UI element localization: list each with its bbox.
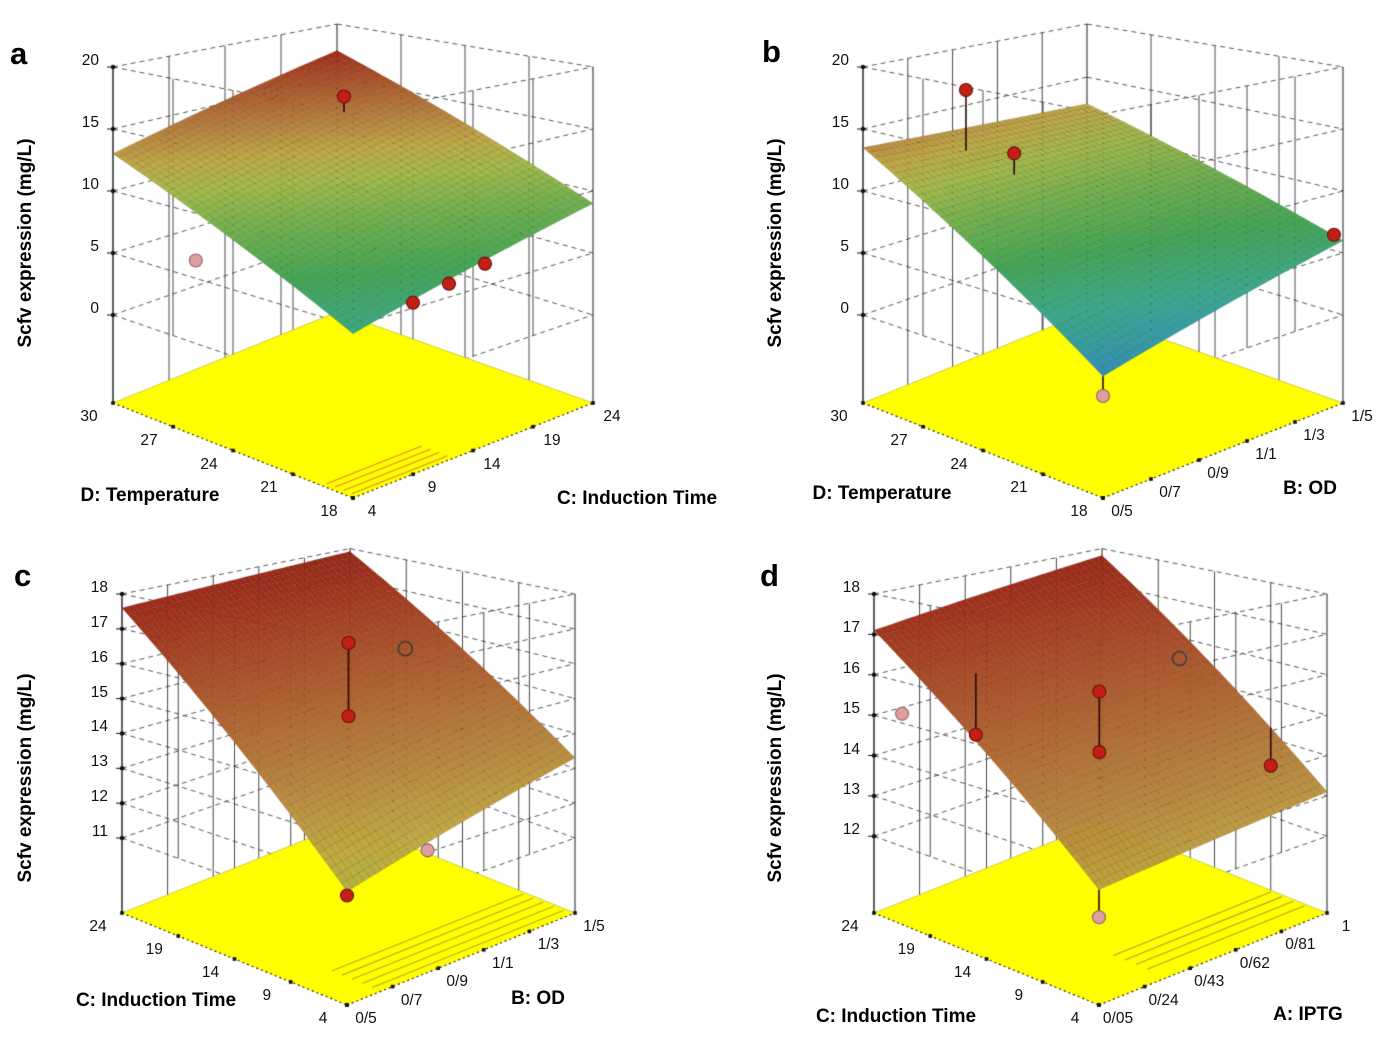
z-axis-title-b: Scfv expression (mg/L) — [765, 138, 786, 348]
y-tick-label-b: 0/7 — [1159, 484, 1181, 501]
y-axis-title-d: A: IPTG — [1273, 1004, 1343, 1025]
z-tick-label-c: 11 — [91, 823, 108, 841]
x-tick-label-c: 9 — [262, 987, 272, 1004]
z-tick-label-b: 20 — [831, 52, 849, 69]
z-tick-label-a: 20 — [81, 52, 99, 69]
y-tick-label-d: 0/62 — [1239, 954, 1270, 972]
y-tick-label-c: 0/9 — [446, 973, 468, 991]
z-tick-label-d: 17 — [842, 619, 860, 637]
x-tick-label-b: 21 — [1010, 479, 1028, 497]
y-tick-label-c: 0/5 — [355, 1010, 377, 1027]
x-tick-label-c: 4 — [318, 1010, 328, 1027]
x-tick-label-d: 19 — [897, 941, 915, 958]
y-tick-label-d: 0/43 — [1194, 973, 1225, 991]
z-tick-label-a: 0 — [90, 299, 99, 317]
z-tick-label-c: 18 — [90, 579, 108, 596]
z-axis-title-a: Scfv expression (mg/L) — [15, 138, 36, 348]
z-tick-label-c: 15 — [90, 683, 108, 701]
x-tick-label-b: 27 — [890, 431, 908, 449]
x-tick-label-b: 18 — [1070, 503, 1088, 520]
y-tick-label-a: 4 — [367, 503, 377, 520]
x-axis-title-c: C: Induction Time — [75, 990, 237, 1011]
y-tick-label-c: 1/1 — [492, 954, 514, 972]
x-tick-label-b: 24 — [950, 455, 968, 473]
x-tick-label-a: 21 — [260, 479, 278, 497]
z-tick-label-a: 15 — [81, 113, 99, 131]
y-tick-label-a: 9 — [427, 479, 437, 497]
x-tick-label-b: 30 — [830, 408, 848, 425]
y-axis-title-b: B: OD — [1283, 478, 1337, 499]
y-tick-label-b: 1/3 — [1303, 427, 1325, 444]
panel-letter-c: c — [14, 558, 32, 593]
y-tick-label-c: 0/7 — [400, 991, 423, 1009]
y-axis-title-a: C: Induction Time — [556, 488, 718, 509]
z-tick-label-d: 12 — [842, 821, 860, 839]
x-tick-label-a: 27 — [140, 431, 158, 449]
z-tick-label-b: 0 — [840, 299, 849, 317]
z-tick-label-d: 16 — [842, 659, 860, 677]
panel-letter-b: b — [762, 34, 781, 69]
z-tick-label-c: 14 — [90, 718, 108, 736]
z-tick-label-d: 13 — [842, 780, 860, 798]
z-tick-label-c: 12 — [90, 788, 108, 806]
y-tick-label-a: 19 — [543, 431, 561, 449]
y-tick-label-b: 1/5 — [1351, 408, 1373, 425]
y-tick-label-d: 0/05 — [1102, 1010, 1134, 1027]
x-axis-title-b: D: Temperature — [812, 483, 952, 504]
y-tick-label-b: 1/1 — [1255, 446, 1277, 463]
z-axis-title-d: Scfv expression (mg/L) — [765, 673, 786, 883]
z-tick-label-a: 10 — [81, 175, 99, 193]
z-tick-label-c: 17 — [90, 613, 108, 631]
z-tick-label-a: 5 — [90, 237, 99, 255]
z-tick-label-b: 15 — [831, 113, 849, 131]
y-tick-label-d: 1 — [1341, 918, 1351, 935]
y-tick-label-a: 14 — [483, 455, 501, 473]
y-tick-label-a: 24 — [603, 408, 621, 425]
z-tick-label-b: 10 — [831, 175, 849, 193]
z-tick-label-c: 16 — [90, 648, 108, 666]
y-tick-label-b: 0/5 — [1111, 503, 1133, 520]
x-tick-label-a: 18 — [320, 503, 338, 520]
x-tick-label-d: 14 — [953, 964, 972, 981]
panel-letter-d: d — [760, 558, 779, 593]
x-tick-label-a: 30 — [80, 408, 98, 425]
x-tick-label-a: 24 — [200, 455, 218, 473]
z-tick-label-d: 18 — [842, 579, 860, 596]
x-tick-label-c: 24 — [89, 918, 107, 935]
x-tick-label-d: 4 — [1070, 1010, 1080, 1027]
x-axis-title-d: C: Induction Time — [815, 1006, 977, 1027]
y-tick-label-c: 1/3 — [537, 936, 560, 954]
x-tick-label-c: 14 — [201, 964, 220, 981]
panel-letter-a: a — [10, 36, 28, 71]
y-tick-label-c: 1/5 — [583, 918, 605, 935]
y-tick-label-d: 0/24 — [1148, 991, 1179, 1009]
x-axis-title-a: D: Temperature — [80, 485, 220, 506]
x-tick-label-c: 19 — [145, 941, 163, 958]
z-tick-label-b: 5 — [840, 237, 849, 255]
y-tick-label-d: 0/81 — [1285, 936, 1316, 954]
z-tick-label-d: 15 — [842, 700, 860, 718]
x-tick-label-d: 24 — [841, 918, 859, 935]
z-tick-label-c: 13 — [90, 753, 108, 771]
z-axis-title-c: Scfv expression (mg/L) — [15, 673, 36, 883]
y-axis-title-c: B: OD — [511, 988, 565, 1009]
y-tick-label-b: 0/9 — [1207, 465, 1229, 482]
z-tick-label-d: 14 — [842, 740, 860, 758]
x-tick-label-d: 9 — [1014, 987, 1024, 1004]
